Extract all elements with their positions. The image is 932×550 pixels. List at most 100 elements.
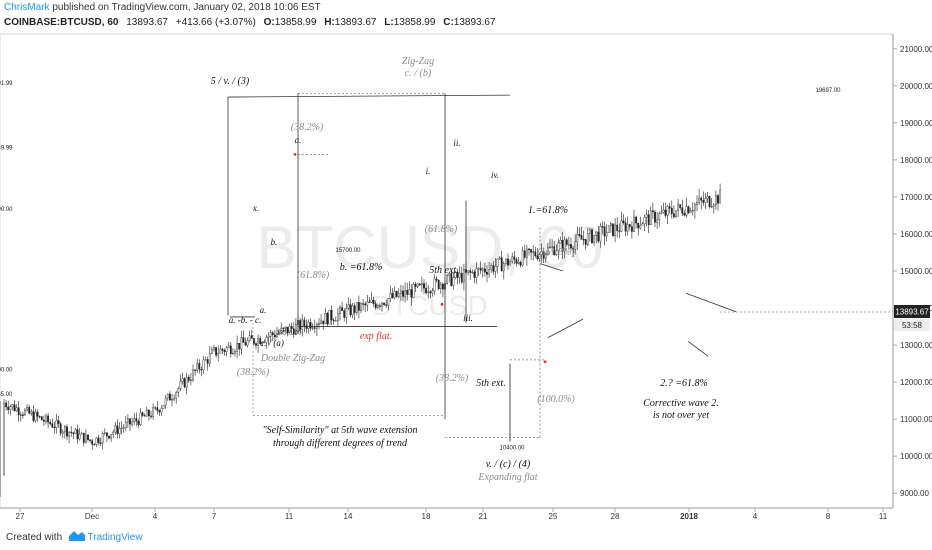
candle-body: [74, 429, 77, 434]
candle-body: [40, 416, 43, 421]
price-point-label: 16490.00: [0, 207, 13, 213]
candle-body: [145, 409, 148, 417]
candles: [0, 183, 722, 497]
candle-body: [647, 214, 650, 226]
candle-body: [303, 319, 306, 327]
triangle-upper-line: [539, 263, 564, 272]
candle-body: [139, 412, 142, 426]
candle-body: [704, 197, 707, 203]
candle-body: [59, 423, 62, 434]
wedge-lower-line: [687, 341, 709, 357]
candle-body: [276, 333, 278, 338]
candle-body: [17, 407, 20, 415]
candle-body: [324, 313, 327, 325]
candle-body: [406, 289, 409, 295]
candle-body: [267, 336, 270, 338]
candle-body: [681, 207, 684, 214]
candle-body: [204, 359, 207, 361]
price-point-label: 12500.00: [0, 368, 13, 374]
candle-body: [282, 327, 285, 330]
candle-body: [534, 251, 537, 257]
candle-body: [362, 303, 364, 305]
y-tick-label: 19000.00: [900, 119, 932, 128]
candle-body: [192, 369, 194, 381]
candle-body: [353, 305, 356, 313]
candle-body: [400, 290, 402, 294]
candle-body: [389, 293, 392, 299]
publish-info: ChrisMark published on TradingView.com, …: [4, 2, 321, 13]
plot-area[interactable]: [0, 33, 894, 509]
wave-annotation: 2.? =61.8%: [660, 378, 708, 389]
candle-body: [78, 433, 81, 440]
candle-body: [19, 414, 22, 416]
candle-body: [471, 271, 474, 274]
wave-annotation: (38.2%): [436, 373, 469, 384]
candle-body: [561, 240, 564, 252]
candle-body: [152, 407, 154, 417]
candle-body: [126, 418, 129, 423]
candle-body: [160, 407, 163, 413]
candle-body: [433, 278, 436, 291]
candle-body: [66, 426, 68, 437]
candle-body: [156, 407, 159, 411]
close-value: 13893.67: [453, 17, 496, 28]
candle-body: [530, 249, 533, 253]
y-tick-label: 15000.00: [900, 267, 932, 276]
candle-body: [215, 347, 217, 356]
candle-body: [55, 420, 58, 428]
candle-body: [712, 204, 715, 207]
candle-body: [582, 239, 585, 241]
wave-annotation: x.: [252, 203, 259, 213]
x-tick-label: 27: [16, 512, 25, 521]
y-tick-label: 21000.00: [900, 45, 932, 54]
candle-body: [584, 239, 587, 245]
wave-annotation: Corrective wave 2.: [643, 398, 718, 409]
candle-body: [439, 283, 442, 289]
candle-body: [101, 433, 104, 444]
price-chart[interactable]: BTCUSD, 60 BTCUSD 21000.0020000.0019000.…: [0, 0, 932, 524]
candle-body: [358, 302, 360, 311]
symbol-info: COINBASE:BTCUSD, 60 13893.67 +413.66 (+3…: [4, 17, 496, 28]
candle-body: [696, 202, 698, 205]
open-value: 13858.99: [274, 17, 317, 28]
candle-body: [284, 326, 287, 329]
triangle-lower-line: [547, 318, 584, 339]
candle-body: [614, 224, 617, 236]
candle-body: [679, 204, 682, 208]
wave-annotation: (38.2%): [291, 122, 324, 133]
candle-body: [198, 363, 201, 370]
candle-body: [675, 210, 677, 217]
candle-body: [431, 290, 434, 294]
candle-body: [578, 234, 581, 236]
candle-body: [24, 409, 26, 416]
candle-body: [288, 326, 291, 333]
candle-body: [549, 246, 551, 248]
candle-body: [486, 271, 488, 275]
candle-body: [131, 421, 133, 425]
candle-body: [110, 434, 113, 439]
high-label: H:: [324, 17, 335, 28]
wave-annotation: is not over yet: [653, 410, 710, 421]
candle-body: [425, 288, 427, 294]
candle-body: [68, 431, 71, 437]
candle-body: [234, 351, 236, 354]
tradingview-brand-link[interactable]: TradingView: [87, 532, 143, 544]
candle-body: [677, 204, 680, 211]
candle-body: [208, 353, 211, 364]
candle-body: [605, 232, 608, 237]
author-link[interactable]: ChrisMark: [4, 2, 50, 13]
candle-body: [229, 345, 232, 355]
x-tick-label: 4: [153, 512, 158, 521]
tradingview-logo-icon[interactable]: [68, 531, 85, 544]
candle-body: [11, 404, 14, 407]
candle-body: [242, 337, 245, 343]
candle-body: [93, 444, 96, 446]
wave-annotation: "Self-Similarity" at 5th wave extension: [262, 425, 417, 436]
candle-body: [666, 206, 669, 216]
wave-annotation: through different degrees of trend: [273, 438, 408, 449]
wave-annotation: c. / (a): [260, 338, 284, 348]
candle-body: [227, 345, 230, 348]
candle-body: [150, 415, 152, 417]
candle-body: [639, 225, 642, 229]
candle-body: [379, 305, 381, 307]
